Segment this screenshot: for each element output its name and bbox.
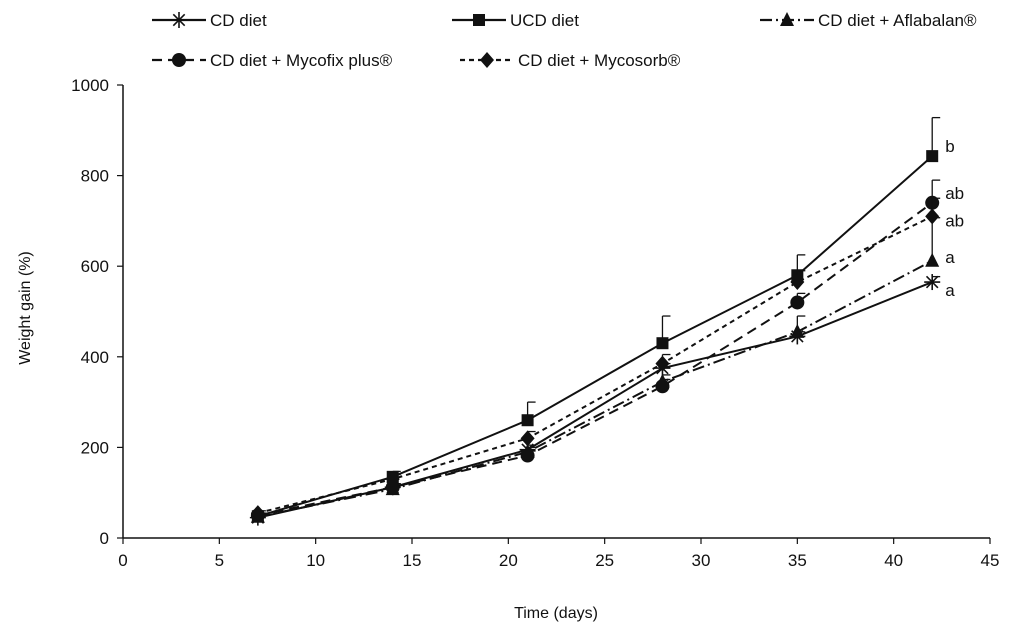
y-tick-label: 200 [81, 438, 109, 457]
legend-marker [172, 53, 186, 67]
data-point [250, 505, 265, 522]
series-line [257, 281, 933, 519]
legend-item: UCD diet [452, 11, 579, 30]
legend-item: CD diet + Aflabalan® [760, 11, 977, 30]
data-point [925, 252, 940, 267]
x-tick-label: 30 [692, 551, 711, 570]
y-tick-label: 800 [81, 167, 109, 186]
legend-label: CD diet + Mycosorb® [518, 51, 681, 70]
series-diamond: ab [250, 197, 964, 522]
legend-item: CD diet + Mycosorb® [460, 51, 681, 70]
data-point [656, 337, 669, 350]
data-point [790, 274, 805, 291]
significance-label: a [945, 281, 955, 300]
legend-marker [480, 52, 494, 68]
x-axis-title: Time (days) [514, 605, 598, 622]
legend-item: CD diet + Mycofix plus® [152, 51, 393, 70]
data-point [925, 208, 940, 225]
y-tick-label: 600 [81, 257, 109, 276]
data-point [520, 448, 535, 463]
legend-marker [780, 12, 794, 26]
data-point [655, 355, 670, 372]
legend-label: CD diet + Mycofix plus® [210, 51, 393, 70]
series-line [257, 259, 933, 518]
axes: 0 5 10 15 20 25 30 35 40 45 0 200 400 600 800 1000 [71, 76, 999, 570]
data-point [521, 414, 534, 427]
legend-marker [171, 12, 187, 28]
series-circle: ab [250, 179, 964, 523]
x-tick-label: 35 [788, 551, 807, 570]
y-tick-label: 0 [100, 529, 109, 548]
series-line [257, 215, 933, 515]
legend-label: CD diet [210, 11, 267, 30]
x-tick-label: 25 [595, 551, 614, 570]
significance-label: ab [945, 184, 964, 203]
x-tick-label: 20 [499, 551, 518, 570]
y-tick-label: 1000 [71, 76, 109, 95]
y-tick-label: 400 [81, 348, 109, 367]
legend-label: UCD diet [510, 11, 579, 30]
series-triangle: a [250, 217, 955, 523]
x-tick-label: 10 [306, 551, 325, 570]
significance-label: b [945, 137, 954, 156]
data-point [655, 379, 670, 394]
legend-item: CD diet [152, 11, 267, 30]
x-tick-label: 0 [118, 551, 127, 570]
x-tick-label: 5 [215, 551, 224, 570]
data-point [520, 430, 535, 447]
significance-label: ab [945, 211, 964, 230]
series-line [257, 201, 933, 517]
legend: CD diet UCD diet CD diet + Aflabalan® CD di… [152, 11, 977, 70]
data-point [926, 150, 939, 163]
series-square: b [251, 116, 955, 523]
significance-label: a [945, 248, 955, 267]
x-tick-label: 15 [403, 551, 422, 570]
legend-marker [473, 14, 485, 26]
x-tick-label: 40 [884, 551, 903, 570]
data-point [385, 480, 400, 495]
data-point [790, 295, 805, 310]
data-point [385, 471, 400, 488]
legend-label: CD diet + Aflabalan® [818, 11, 977, 30]
data-point [924, 274, 941, 291]
data-point [790, 323, 805, 338]
y-axis-title: Weight gain (%) [17, 251, 34, 365]
x-tick-label: 45 [981, 551, 1000, 570]
series-line [257, 155, 933, 518]
